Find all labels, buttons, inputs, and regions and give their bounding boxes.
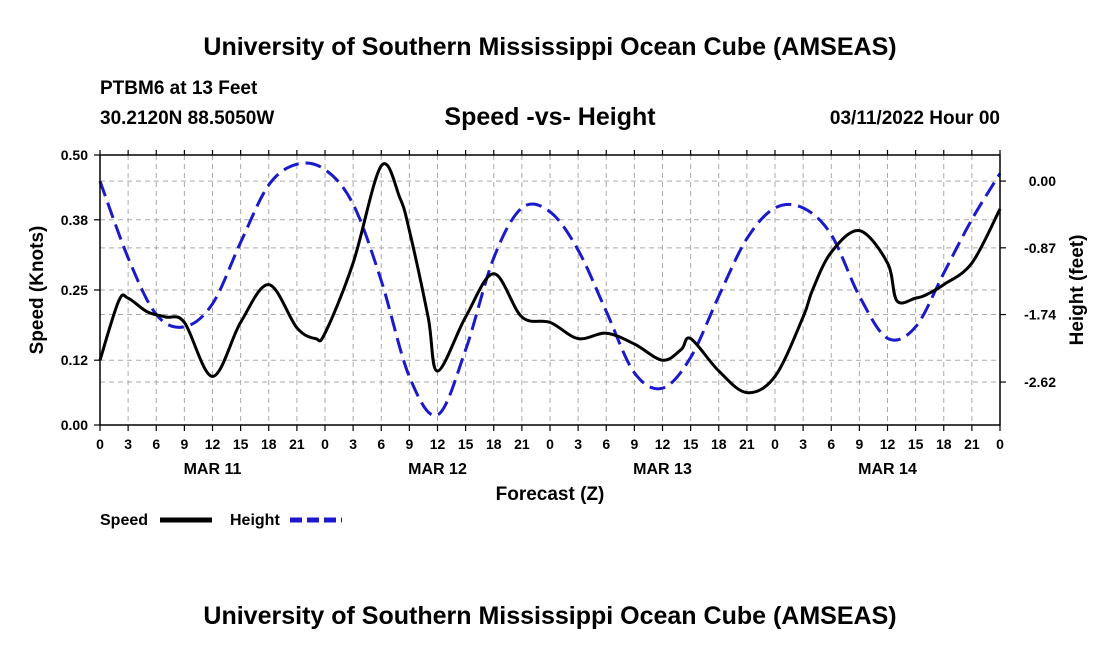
x-tick-label: 21: [964, 436, 980, 452]
date-label: 03/11/2022 Hour 00: [830, 108, 1000, 129]
x-tick-label: 3: [574, 436, 582, 452]
y2-axis-label: Height (feet): [1067, 235, 1088, 346]
x-tick-label: 12: [430, 436, 446, 452]
x-tick-label: 18: [486, 436, 502, 452]
x-tick-label: 3: [349, 436, 357, 452]
title-top: University of Southern Mississippi Ocean…: [203, 33, 896, 61]
x-tick-label: 21: [289, 436, 305, 452]
x-tick-label: 6: [602, 436, 610, 452]
x-tick-label: 12: [655, 436, 671, 452]
x-tick-label: 15: [233, 436, 249, 452]
legend-height-label: Height: [230, 512, 280, 529]
gridlines: [100, 155, 1000, 425]
y-tick-label: 0.50: [61, 147, 88, 163]
station-label: PTBM6 at 13 Feet: [100, 78, 258, 99]
x-tick-label: 0: [996, 436, 1004, 452]
x-tick-label: 6: [152, 436, 160, 452]
chart-title: Speed -vs- Height: [444, 103, 656, 131]
x-date-label: MAR 13: [633, 461, 692, 478]
y-tick-label: 0.38: [61, 212, 88, 228]
x-tick-label: 18: [261, 436, 277, 452]
x-tick-label: 18: [936, 436, 952, 452]
x-tick-label: 6: [377, 436, 385, 452]
x-tick-label: 21: [514, 436, 530, 452]
x-date-label: MAR 14: [858, 461, 917, 478]
x-tick-label: 12: [880, 436, 896, 452]
legend: Speed Height: [100, 512, 342, 529]
height-line: [98, 161, 1002, 418]
x-date-label: MAR 12: [408, 461, 467, 478]
location-label: 30.2120N 88.5050W: [100, 108, 274, 129]
x-date-label: MAR 11: [184, 461, 242, 478]
x-tick-label: 3: [124, 436, 132, 452]
x-tick-label: 9: [405, 436, 413, 452]
x-tick-label: 12: [205, 436, 221, 452]
x-tick-label: 3: [799, 436, 807, 452]
x-tick-label: 18: [711, 436, 727, 452]
y-tick-label: 0.00: [61, 417, 88, 433]
y-axis-label: Speed (Knots): [27, 226, 48, 355]
x-tick-label: 0: [96, 436, 104, 452]
x-tick-label: 21: [739, 436, 755, 452]
x-tick-label: 0: [771, 436, 779, 452]
x-tick-label: 9: [180, 436, 188, 452]
y2-tick-label: -0.87: [1024, 240, 1056, 256]
x-tick-label: 9: [630, 436, 638, 452]
speed-line: [98, 162, 1002, 395]
x-tick-label: 0: [546, 436, 554, 452]
axes: 0 3 6 9 12 15 18 21 0 3 6 9 12 15 18 21 0 3 6 9 12 15 18 21 0 3 6 9…: [61, 147, 1056, 478]
x-tick-label: 15: [458, 436, 474, 452]
y2-tick-label: 0.00: [1029, 173, 1056, 189]
x-axis-label: Forecast (Z): [496, 484, 605, 505]
x-tick-label: 15: [683, 436, 699, 452]
x-tick-label: 0: [321, 436, 329, 452]
x-tick-label: 15: [908, 436, 924, 452]
y2-tick-label: -1.74: [1024, 307, 1056, 323]
x-tick-label: 9: [855, 436, 863, 452]
legend-speed-label: Speed: [100, 512, 148, 529]
y-tick-label: 0.12: [61, 352, 88, 368]
height-series: [98, 161, 1002, 418]
speed-series: [98, 162, 1002, 395]
y-tick-label: 0.25: [61, 282, 88, 298]
y2-tick-label: -2.62: [1024, 374, 1056, 390]
title-bottom: University of Southern Mississippi Ocean…: [203, 602, 896, 630]
x-tick-label: 6: [827, 436, 835, 452]
